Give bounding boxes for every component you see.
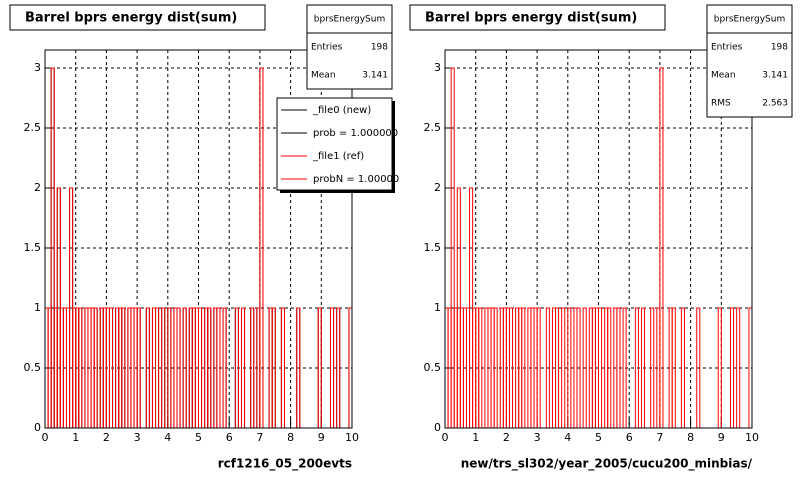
x-tick-label: 9 [718, 431, 725, 444]
x-axis-label: new/trs_sl302/year_2005/cucu200_minbias/ [461, 457, 753, 472]
stats-title: bprsEnergySum [314, 15, 386, 25]
x-tick-label: 1 [472, 431, 479, 444]
stats-value: 3.141 [762, 71, 788, 81]
legend-label: probN = 1.00000 [313, 174, 399, 185]
stats-label: Entries [311, 43, 343, 53]
stats-label: RMS [711, 99, 731, 109]
y-tick-label: 3 [434, 61, 441, 74]
stats-value: 3.141 [362, 71, 388, 81]
x-tick-label: 7 [656, 431, 663, 444]
x-tick-label: 1 [72, 431, 79, 444]
x-tick-label: 4 [564, 431, 571, 444]
plot-border [444, 49, 753, 429]
title-box [9, 4, 266, 31]
y-tick-label: 2.5 [24, 121, 42, 134]
x-tick-label: 8 [287, 431, 294, 444]
y-tick-label: 0 [434, 421, 441, 434]
x-tick-label: 3 [534, 431, 541, 444]
y-tick-label: 1.5 [424, 241, 442, 254]
x-tick-label: 4 [164, 431, 171, 444]
y-tick-label: 0 [34, 421, 41, 434]
y-tick-label: 0.5 [424, 361, 442, 374]
x-tick-label: 5 [595, 431, 602, 444]
x-tick-label: 2 [103, 431, 110, 444]
stats-value: 198 [371, 43, 388, 53]
stats-label: Entries [711, 43, 743, 53]
plot-border [44, 49, 353, 429]
y-tick-label: 1 [34, 301, 41, 314]
y-tick-label: 1.5 [24, 241, 42, 254]
x-tick-label: 10 [745, 431, 759, 444]
x-tick-label: 10 [345, 431, 359, 444]
x-tick-label: 0 [42, 431, 49, 444]
legend-label: _file1 (ref) [312, 151, 364, 162]
x-tick-label: 2 [503, 431, 510, 444]
stats-label: Mean [311, 71, 336, 81]
legend-label: _file0 (new) [312, 105, 371, 116]
stats-value: 2.563 [762, 99, 788, 109]
stats-value: 198 [771, 43, 788, 53]
stats-box [306, 4, 393, 90]
y-tick-label: 0.5 [24, 361, 42, 374]
x-tick-label: 9 [318, 431, 325, 444]
x-tick-label: 7 [256, 431, 263, 444]
x-tick-label: 8 [687, 431, 694, 444]
y-tick-label: 1 [434, 301, 441, 314]
x-tick-label: 6 [626, 431, 633, 444]
x-tick-label: 0 [442, 431, 449, 444]
stats-box [706, 4, 793, 118]
x-tick-label: 3 [134, 431, 141, 444]
legend-box [276, 97, 393, 191]
x-tick-label: 5 [195, 431, 202, 444]
x-axis-label: rcf1216_05_200evts [218, 457, 352, 472]
y-tick-label: 2.5 [424, 121, 442, 134]
y-tick-label: 2 [434, 181, 441, 194]
chart-title: Barrel bprs energy dist(sum) [25, 11, 237, 26]
y-tick-label: 3 [34, 61, 41, 74]
stats-title: bprsEnergySum [714, 15, 786, 25]
y-tick-label: 2 [34, 181, 41, 194]
x-tick-label: 6 [226, 431, 233, 444]
legend-label: prob = 1.000000 [313, 128, 398, 139]
title-box [409, 4, 666, 31]
chart-title: Barrel bprs energy dist(sum) [425, 11, 637, 26]
stats-label: Mean [711, 71, 736, 81]
